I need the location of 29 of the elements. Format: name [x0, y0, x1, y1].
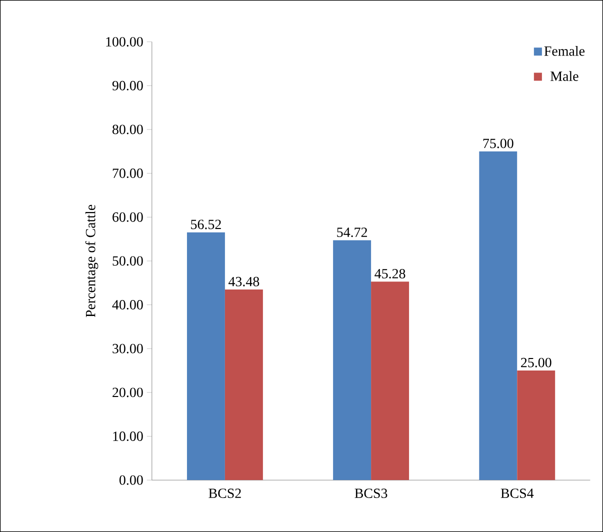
legend-label: Male [550, 71, 578, 81]
y-tick-label: 20.00 [112, 388, 143, 398]
y-tick-label: 30.00 [112, 344, 143, 354]
y-tick-label: 40.00 [112, 300, 143, 310]
data-label: 56.52 [191, 220, 221, 230]
data-label: 45.28 [374, 268, 406, 278]
x-tick-label: BCS3 [354, 488, 388, 498]
y-tick-label: 90.00 [112, 80, 143, 90]
y-axis-title: Percentage of Cattle [85, 204, 98, 318]
y-tick-label: 50.00 [112, 256, 143, 266]
y-tick-label: 100.00 [106, 37, 143, 47]
data-label: 25.00 [521, 358, 552, 368]
bar [224, 290, 263, 480]
bar [333, 240, 372, 480]
y-tick-label: 70.00 [112, 168, 143, 178]
bar [517, 370, 556, 480]
legend-label: Female [544, 46, 585, 56]
data-label: 75.00 [483, 138, 514, 148]
bar [479, 151, 518, 480]
y-tick-label: 0.00 [119, 475, 143, 485]
data-label: 43.48 [228, 276, 260, 286]
bar [371, 282, 410, 480]
y-tick-label: 60.00 [112, 212, 143, 222]
bar [186, 232, 225, 480]
x-tick-label: BCS2 [208, 488, 241, 498]
y-tick-label: 80.00 [112, 124, 143, 134]
y-tick-label: 10.00 [113, 432, 143, 442]
data-label: 54.72 [337, 228, 367, 238]
x-tick-label: BCS4 [500, 488, 534, 498]
